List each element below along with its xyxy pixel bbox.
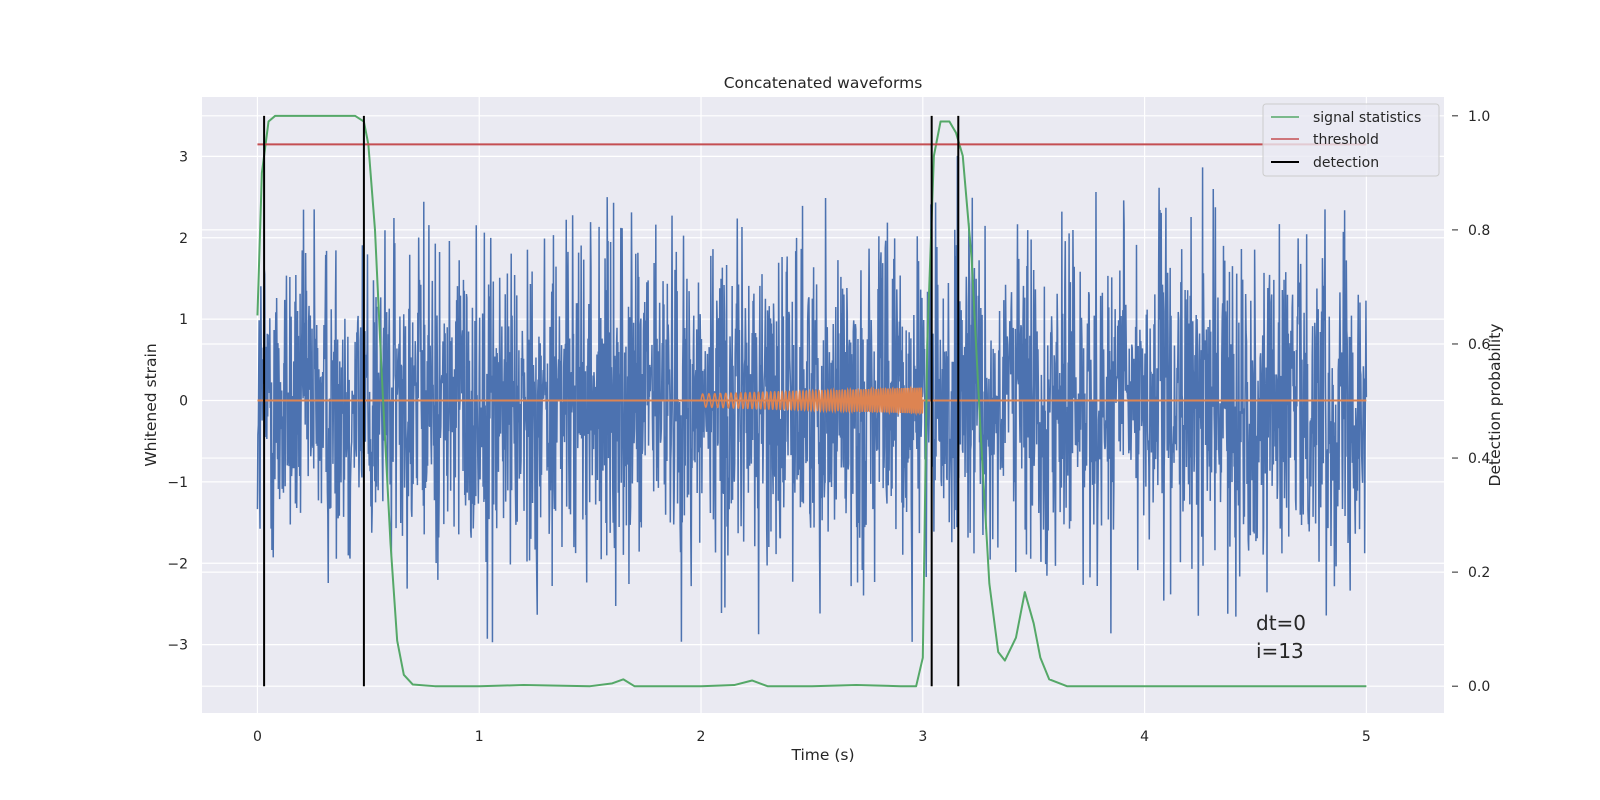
signal-statistics-line (256, 114, 1367, 688)
y2-tick-label: 0.0 (1468, 679, 1490, 695)
legend-label-threshold: threshold (1313, 132, 1379, 148)
chirp-series (257, 385, 1367, 417)
y2-tick-label: 0.4 (1468, 451, 1490, 467)
y-axis-label: Whitened strain (142, 343, 160, 466)
y-tick-label: 2 (179, 231, 188, 247)
noise-line (256, 155, 1368, 643)
chart-title: Concatenated waveforms (724, 74, 923, 92)
legend-label-detection: detection (1313, 155, 1379, 171)
y2-tick-label: 1.0 (1468, 109, 1490, 125)
y-tick-label: 3 (179, 149, 188, 165)
x-tick-label: 1 (475, 729, 484, 745)
y-tick-label: −2 (167, 556, 188, 572)
y-tick-label: 1 (179, 312, 188, 328)
x-tick-label: 5 (1362, 729, 1371, 745)
series-layer (256, 114, 1367, 688)
y2-axis-label: Detection probability (1486, 324, 1504, 487)
x-tick-label: 2 (697, 729, 706, 745)
y-tick-label: −1 (167, 475, 188, 491)
x-tick-label: 0 (253, 729, 262, 745)
x-tick-label: 3 (918, 729, 927, 745)
chirp-line (700, 385, 924, 417)
y2-tick-label: 0.2 (1468, 565, 1490, 581)
x-axis-label: Time (s) (790, 746, 854, 764)
annotation-dt: dt=0 (1256, 611, 1306, 635)
noise-series (256, 155, 1368, 643)
y2-tick-label: 0.8 (1468, 223, 1490, 239)
y-tick-label: −3 (167, 638, 188, 654)
legend-box (1262, 103, 1440, 177)
legend: signal statistics threshold detection (1262, 103, 1440, 177)
annotation-i: i=13 (1256, 639, 1304, 663)
ticks: 0 1 2 3 4 5 −3 −2 −1 0 1 2 3 0.0 0.2 0.4 0.6 0.8 1.0 (167, 109, 1490, 745)
y2-tick-label: 0.6 (1468, 337, 1490, 353)
y-tick-label: 0 (179, 394, 188, 410)
legend-label-signal-statistics: signal statistics (1313, 110, 1421, 126)
x-tick-label: 4 (1140, 729, 1149, 745)
